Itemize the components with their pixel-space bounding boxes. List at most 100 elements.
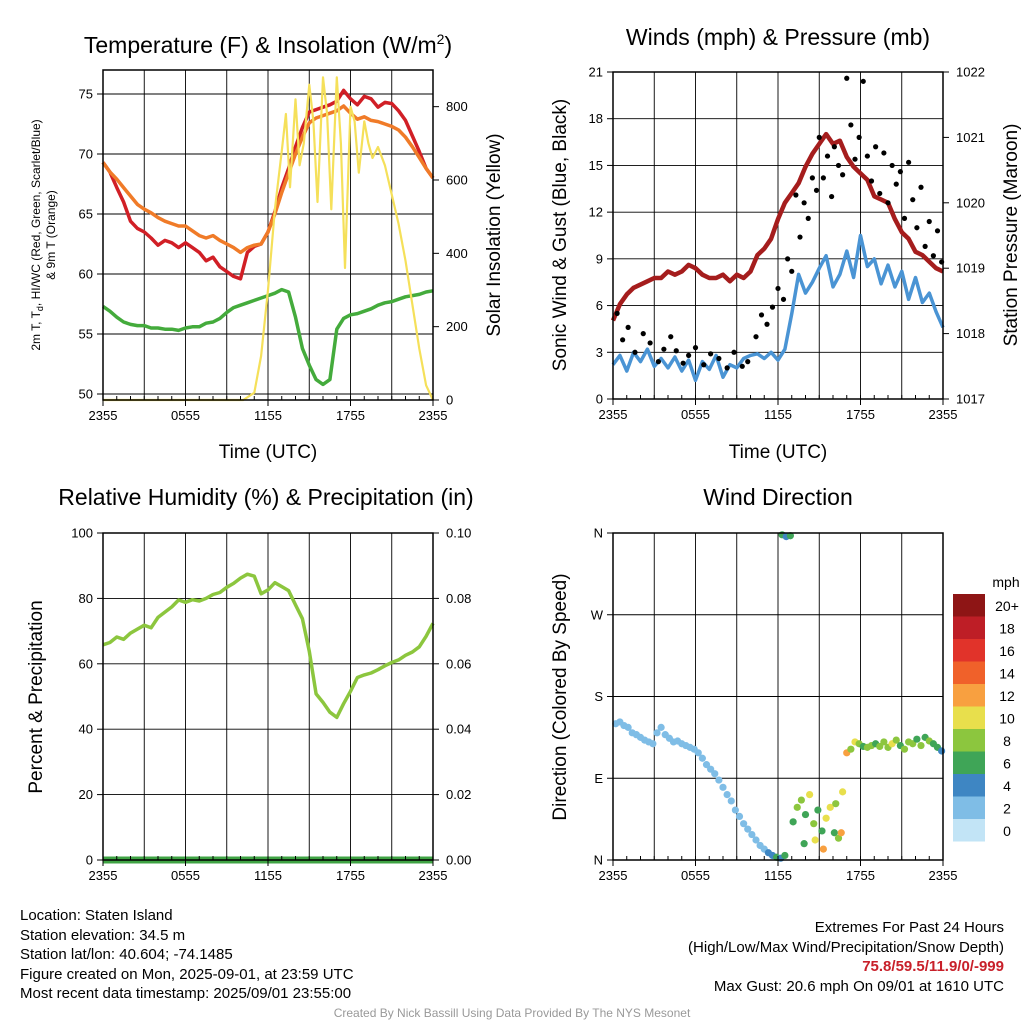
figure-created: Figure created on Mon, 2025-09-01, at 23… — [20, 965, 354, 983]
legend-swatch — [953, 639, 985, 662]
gust-point — [901, 215, 908, 221]
direction-point — [715, 776, 723, 784]
direction-point — [826, 803, 834, 811]
direction-point — [748, 830, 756, 839]
station-location: Location: Staten Island — [20, 907, 173, 924]
direction-point — [711, 770, 719, 778]
gust-point — [926, 218, 932, 225]
y-right-tick-label: 200 — [446, 319, 468, 334]
gust-point — [844, 75, 850, 81]
gust-point — [655, 359, 661, 365]
gust-point — [835, 162, 842, 169]
direction-point — [723, 791, 731, 799]
gust-point — [922, 243, 928, 249]
humidity-ylabel: Percent & Precipitation — [26, 600, 47, 793]
gust-point — [753, 334, 759, 340]
legend-label: 2 — [1003, 801, 1011, 817]
legend-label: 8 — [1003, 733, 1011, 749]
gust-point — [708, 351, 714, 357]
direction-point — [814, 806, 822, 814]
gust-point — [824, 153, 831, 159]
direction-point — [818, 827, 826, 835]
y-right-tick-label: 1017 — [956, 392, 985, 407]
legend-label: 4 — [1003, 778, 1011, 794]
gust-point — [614, 310, 620, 316]
direction-point — [793, 803, 801, 811]
direction-point — [832, 800, 840, 808]
gust-point — [801, 200, 807, 206]
wind-direction-panel-title: Wind Direction — [703, 484, 853, 510]
x-tick-label: 2355 — [929, 407, 958, 422]
wind-ylabel: Sonic Wind & Gust (Blue, Black) — [550, 99, 571, 371]
y-right-tick-label: 1022 — [956, 65, 985, 80]
x-tick-label: 2355 — [419, 408, 448, 423]
legend-swatch — [953, 661, 985, 684]
y-tick-label: N — [594, 853, 603, 868]
y-tick-label: 75 — [79, 87, 93, 102]
gust-point — [840, 172, 846, 178]
gust-point — [831, 144, 837, 150]
y-tick-label: 80 — [79, 591, 93, 606]
x-tick-label: 0555 — [681, 868, 710, 883]
speed-legend: mph 20+ 18 16 14 12 10 8 6 4 2 0 — [953, 574, 1020, 842]
y-tick-label: 40 — [79, 722, 93, 737]
gust-point — [620, 337, 626, 343]
humidity-panel: Relative Humidity (%) & Precipitation (i… — [26, 484, 474, 883]
y-tick-label: 21 — [589, 65, 603, 80]
gust-point — [661, 346, 667, 352]
gust-point — [701, 362, 707, 368]
y-right-tick-label: 0.08 — [446, 591, 471, 606]
insolation-ylabel: Solar Insolation (Yellow) — [484, 133, 505, 336]
gust-point — [789, 268, 795, 274]
gust-point — [897, 169, 903, 175]
direction-point — [727, 797, 735, 805]
x-tick-label: 1155 — [254, 868, 282, 883]
gust-point — [873, 144, 879, 150]
legend-label: 16 — [999, 643, 1015, 659]
direction-point — [811, 836, 819, 844]
legend-label: 10 — [999, 711, 1015, 727]
legend-label: 0 — [1003, 823, 1011, 839]
direction-point — [917, 741, 925, 750]
gust-point — [785, 256, 791, 262]
y-tick-label: 50 — [79, 387, 93, 402]
y-tick-label: N — [594, 526, 603, 541]
direction-ylabel: Direction (Colored By Speed) — [550, 573, 571, 820]
y-tick-label: W — [591, 607, 604, 622]
temperature-xlabel: Time (UTC) — [219, 442, 318, 463]
gust-point — [934, 228, 941, 234]
y-tick-label: 60 — [79, 656, 93, 671]
direction-point — [839, 788, 847, 796]
legend-label: 6 — [1003, 756, 1011, 772]
y-tick-label: 18 — [589, 111, 603, 126]
y-tick-label: S — [594, 689, 603, 704]
gust-point — [731, 349, 737, 355]
extremes-values: 75.8/59.5/11.9/0/-999 — [862, 958, 1004, 975]
direction-point — [880, 738, 888, 746]
y-right-tick-label: 400 — [446, 246, 468, 261]
direction-point — [913, 735, 921, 743]
direction-point — [744, 825, 752, 833]
direction-point — [892, 736, 900, 744]
y-tick-label: 0 — [86, 853, 93, 868]
gust-point — [914, 225, 920, 231]
gust-point — [680, 360, 686, 366]
wind-xlabel: Time (UTC) — [729, 442, 828, 463]
direction-point — [740, 820, 748, 828]
gust-point — [739, 363, 745, 369]
y-right-tick-label: 800 — [446, 99, 468, 114]
station-info: Location: Staten Island Station elevatio… — [20, 906, 354, 1004]
y-tick-label: 55 — [79, 327, 93, 342]
gust-point — [816, 134, 822, 140]
y-tick-label: 3 — [596, 345, 603, 360]
legend-label: 20+ — [995, 598, 1019, 614]
legend-label: 18 — [999, 621, 1015, 637]
y-right-tick-label: 1021 — [956, 130, 985, 145]
x-tick-label: 2355 — [89, 868, 118, 883]
direction-point — [797, 796, 805, 804]
y-tick-label: 6 — [596, 298, 603, 313]
credit-line: Created By Nick Bassill Using Data Provi… — [333, 1006, 691, 1020]
x-tick-label: 0555 — [681, 407, 710, 422]
legend-swatch — [953, 796, 985, 819]
direction-point — [786, 532, 794, 540]
